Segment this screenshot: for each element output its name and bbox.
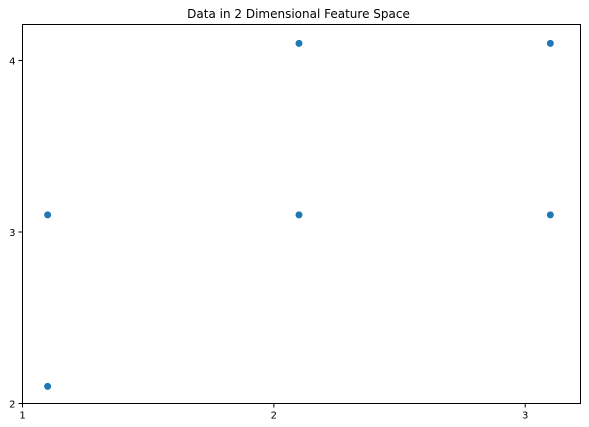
- chart-title: Data in 2 Dimensional Feature Space: [187, 7, 410, 21]
- y-axis: 2 3 4: [9, 57, 23, 411]
- x-tick-label: 2: [271, 411, 277, 422]
- y-tick-label: 4: [9, 57, 15, 68]
- data-point: [44, 211, 52, 219]
- x-tick-label: 3: [522, 411, 528, 422]
- plot-area-frame: [22, 24, 581, 404]
- x-tick-label: 1: [19, 411, 25, 422]
- data-point: [44, 382, 52, 390]
- data-point: [546, 39, 554, 47]
- data-point: [295, 39, 303, 47]
- data-point: [295, 211, 303, 219]
- y-tick-label: 3: [9, 228, 15, 239]
- y-tick-label: 2: [9, 400, 15, 411]
- data-point: [546, 211, 554, 219]
- data-points: [44, 39, 554, 390]
- x-axis: 1 2 3: [19, 403, 528, 422]
